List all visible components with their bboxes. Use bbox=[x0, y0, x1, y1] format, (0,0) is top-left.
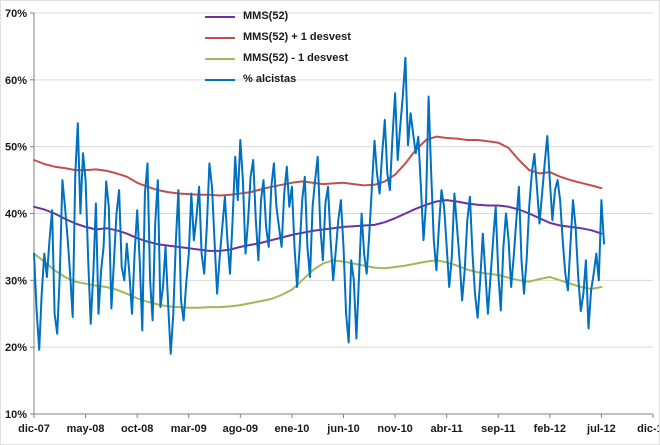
legend-label-mms52: MMS(52) bbox=[243, 10, 289, 22]
legend-item-plus-desvest: MMS(52) + 1 desvest bbox=[205, 30, 351, 45]
x-axis-label: dic-12 bbox=[637, 423, 660, 435]
x-axis-label: jul-12 bbox=[586, 423, 616, 435]
y-axis-label: 20% bbox=[5, 342, 27, 354]
legend-item-alcistas: % alcistas bbox=[205, 72, 351, 87]
y-axis-label: 10% bbox=[5, 409, 27, 421]
legend-line-plus-desvest bbox=[205, 36, 235, 39]
x-axis-label: jun-10 bbox=[326, 423, 359, 435]
x-axis-label: dic-07 bbox=[18, 423, 50, 435]
y-axis-label: 40% bbox=[5, 209, 27, 221]
x-axis-label: sep-11 bbox=[481, 423, 515, 435]
series-line-mms-52- bbox=[33, 199, 603, 252]
x-axis-label: feb-12 bbox=[534, 423, 566, 435]
x-axis-label: ene-10 bbox=[274, 423, 309, 435]
x-axis-label: ago-09 bbox=[223, 423, 258, 435]
legend: MMS(52) MMS(52) + 1 desvest MMS(52) - 1 … bbox=[205, 9, 351, 87]
legend-line-alcistas bbox=[205, 78, 235, 81]
x-axis-label: nov-10 bbox=[377, 423, 412, 435]
legend-label-plus-desvest: MMS(52) + 1 desvest bbox=[243, 31, 351, 43]
legend-line-minus-desvest bbox=[205, 57, 235, 60]
legend-label-alcistas: % alcistas bbox=[243, 73, 297, 85]
y-axis-label: 30% bbox=[5, 275, 27, 287]
y-axis-label: 70% bbox=[5, 8, 27, 20]
y-axis-label: 60% bbox=[5, 75, 27, 87]
x-axis-label: may-08 bbox=[67, 423, 105, 435]
legend-item-minus-desvest: MMS(52) - 1 desvest bbox=[205, 51, 351, 66]
x-axis-label: abr-11 bbox=[430, 423, 462, 435]
legend-label-minus-desvest: MMS(52) - 1 desvest bbox=[243, 52, 349, 64]
x-axis-label: mar-09 bbox=[171, 423, 207, 435]
series-line-mms-52-1-desvest bbox=[33, 252, 603, 309]
series-line--alcistas bbox=[33, 56, 605, 355]
x-axis-label: oct-08 bbox=[121, 423, 153, 435]
legend-item-mms52: MMS(52) bbox=[205, 9, 351, 24]
y-axis-label: 50% bbox=[5, 142, 27, 154]
legend-line-mms52 bbox=[205, 15, 235, 18]
